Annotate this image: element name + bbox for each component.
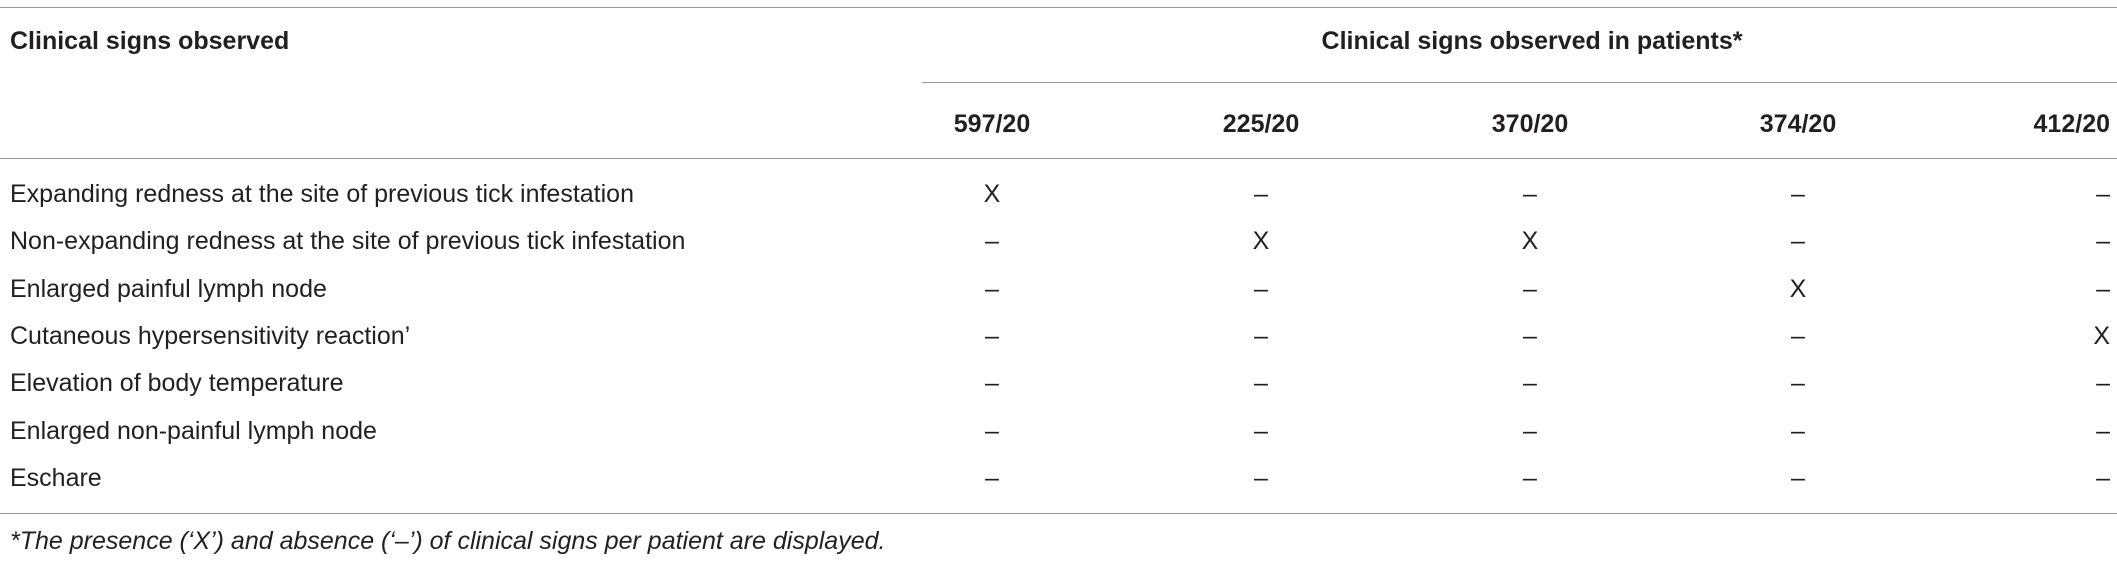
patient-header: 374/20 (1759, 110, 1837, 138)
cell: – (1523, 274, 1537, 303)
cell: – (2096, 463, 2110, 492)
cell: – (1523, 180, 1537, 208)
cell: – (1791, 416, 1805, 445)
cell: – (2096, 274, 2110, 303)
cell: – (1791, 321, 1805, 350)
cell: – (1523, 463, 1537, 492)
row-label: Eschare (10, 463, 102, 492)
patient-header: 597/20 (953, 110, 1031, 138)
cell: X (2093, 321, 2110, 350)
cell: – (1791, 463, 1805, 492)
cell: – (1523, 321, 1537, 350)
cell: X (1252, 227, 1270, 256)
group-rule (922, 82, 2117, 83)
row-label: Enlarged non-painful lymph node (10, 416, 377, 445)
cell: – (1523, 369, 1537, 398)
row-label: Enlarged painful lymph node (10, 274, 327, 303)
cell: – (985, 416, 999, 445)
cell: – (985, 369, 999, 398)
bottom-rule (0, 513, 2117, 514)
cell: – (1791, 180, 1805, 208)
footnote: *The presence (‘X’) and absence (‘–’) of… (10, 527, 886, 555)
top-rule (0, 7, 2117, 8)
cell: – (1791, 227, 1805, 256)
cell: – (1254, 321, 1268, 350)
cell: – (1254, 274, 1268, 303)
cell: – (2096, 369, 2110, 398)
cell: – (985, 274, 999, 303)
cell: – (1254, 180, 1268, 208)
patient-header: 225/20 (1222, 110, 1300, 138)
row-label: Expanding redness at the site of previou… (10, 180, 634, 208)
row-label: Elevation of body temperature (10, 369, 344, 398)
cell: X (1789, 274, 1807, 303)
patient-header: 370/20 (1491, 110, 1569, 138)
cell: – (2096, 416, 2110, 445)
cell: – (1254, 463, 1268, 492)
cell: X (983, 180, 1001, 208)
cell: – (1791, 369, 1805, 398)
cell: – (2096, 180, 2110, 208)
cell: – (1254, 416, 1268, 445)
cell: X (1521, 227, 1539, 256)
cell: – (985, 227, 999, 256)
patient-header: 412/20 (2033, 110, 2110, 138)
cell: – (1523, 416, 1537, 445)
header-rule (0, 158, 2117, 159)
row-label: Non-expanding redness at the site of pre… (10, 227, 686, 256)
row-label: Cutaneous hypersensitivity reaction’ (10, 321, 411, 350)
cell: – (1254, 369, 1268, 398)
cell: – (985, 463, 999, 492)
cell: – (2096, 227, 2110, 256)
column-header: Clinical signs observed (10, 27, 290, 55)
group-header: Clinical signs observed in patients* (1321, 27, 1743, 55)
cell: – (985, 321, 999, 350)
